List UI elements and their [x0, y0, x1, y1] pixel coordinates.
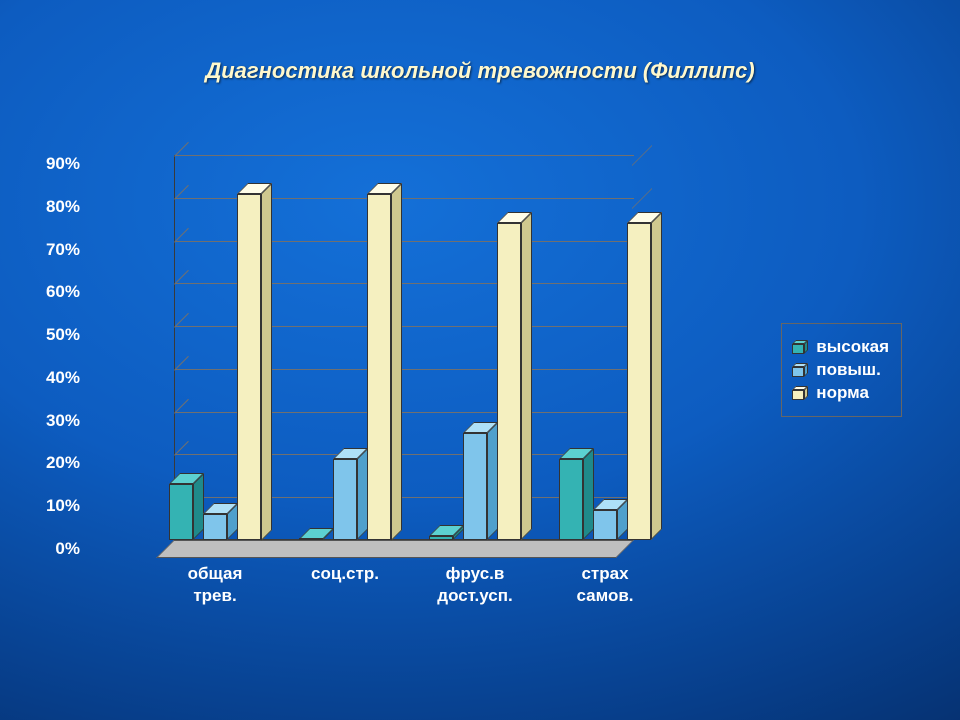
bars-layer — [174, 155, 634, 540]
y-tick-label: 50% — [46, 325, 80, 345]
bar-frustr-norm — [497, 223, 521, 540]
y-tick-label: 10% — [46, 496, 80, 516]
legend-swatch-icon — [792, 363, 808, 377]
legend-item-high: высокая — [792, 337, 889, 357]
legend-item-raised: повыш. — [792, 360, 889, 380]
y-tick-label: 90% — [46, 154, 80, 174]
bar-social-raised — [333, 459, 357, 540]
bar-overall-raised — [203, 514, 227, 540]
plot-area — [174, 155, 634, 540]
x-tick-label: фрус.в дост.усп. — [437, 563, 512, 607]
legend-label: высокая — [816, 337, 889, 357]
legend-swatch-icon — [792, 386, 808, 400]
legend-label: норма — [816, 383, 869, 403]
bar-social-norm — [367, 194, 391, 541]
bar-selfexp-raised — [593, 510, 617, 540]
bar-overall-norm — [237, 194, 261, 541]
chart-container: 0%10%20%30%40%50%60%70%80%90% общая трев… — [100, 155, 860, 625]
legend-label: повыш. — [816, 360, 881, 380]
x-tick-label: страх самов. — [576, 563, 633, 607]
legend-item-norm: норма — [792, 383, 889, 403]
chart-title: Диагностика школьной тревожности (Филлип… — [0, 58, 960, 84]
y-tick-label: 60% — [46, 282, 80, 302]
bar-selfexp-high — [559, 459, 583, 540]
y-axis-labels: 0%10%20%30%40%50%60%70%80%90% — [92, 155, 162, 540]
bar-social-high — [299, 539, 323, 540]
x-tick-label: общая трев. — [188, 563, 243, 607]
bar-selfexp-norm — [627, 223, 651, 540]
bar-frustr-raised — [463, 433, 487, 540]
bar-overall-high — [169, 484, 193, 540]
y-tick-label: 70% — [46, 240, 80, 260]
y-tick-label: 30% — [46, 411, 80, 431]
x-tick-label: соц.стр. — [311, 563, 379, 585]
y-tick-label: 40% — [46, 368, 80, 388]
y-tick-label: 20% — [46, 453, 80, 473]
y-tick-label: 80% — [46, 197, 80, 217]
legend: высокая повыш. норма — [781, 323, 902, 417]
floor-3d — [156, 540, 634, 558]
legend-swatch-icon — [792, 340, 808, 354]
bar-frustr-high — [429, 536, 453, 540]
y-tick-label: 0% — [55, 539, 80, 559]
